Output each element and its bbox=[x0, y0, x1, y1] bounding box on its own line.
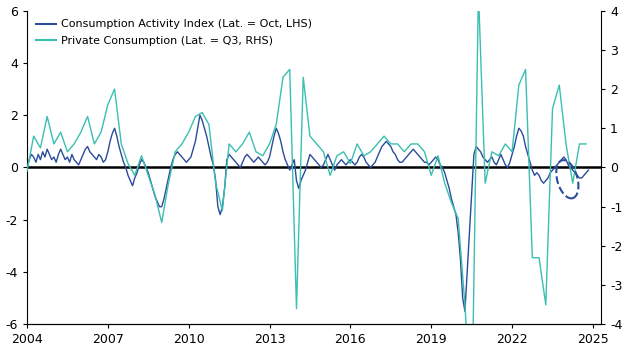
Legend: Consumption Activity Index (Lat. = Oct, LHS), Private Consumption (Lat. = Q3, RH: Consumption Activity Index (Lat. = Oct, … bbox=[33, 16, 316, 49]
